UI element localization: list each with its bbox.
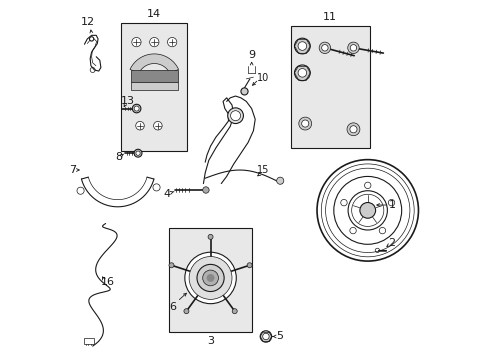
Text: 15: 15 [256,165,268,175]
Circle shape [153,121,162,130]
Circle shape [134,106,139,111]
Text: 12: 12 [81,17,95,27]
Text: 16: 16 [101,277,115,287]
Circle shape [184,252,236,304]
Text: 3: 3 [206,336,214,346]
Circle shape [346,123,359,136]
Circle shape [359,203,375,218]
Circle shape [132,37,141,47]
Circle shape [230,111,240,121]
Circle shape [232,309,237,314]
Bar [290,26,369,148]
Text: 14: 14 [147,9,161,19]
Circle shape [183,309,188,314]
Circle shape [298,42,306,50]
Text: 7: 7 [69,165,76,175]
Text: 10: 10 [257,73,269,83]
Text: 5: 5 [276,332,283,342]
Circle shape [149,37,159,47]
Circle shape [301,120,308,127]
Bar [169,228,251,332]
Circle shape [153,184,160,191]
Circle shape [276,177,283,184]
Text: 1: 1 [388,200,395,210]
Circle shape [349,45,356,51]
Bar [121,23,187,152]
Circle shape [169,263,174,268]
Bar [83,338,94,343]
Polygon shape [130,54,178,73]
Text: 13: 13 [120,96,134,106]
Circle shape [77,187,84,194]
Text: 9: 9 [247,50,255,60]
Text: 4: 4 [163,189,170,199]
Circle shape [203,187,209,193]
Text: 2: 2 [387,238,394,248]
Circle shape [241,88,247,95]
Text: 8: 8 [115,153,122,162]
Circle shape [167,37,177,47]
Circle shape [136,151,140,156]
Circle shape [347,42,358,54]
Text: 11: 11 [323,13,337,22]
Circle shape [262,333,268,340]
Circle shape [246,263,252,268]
Circle shape [134,149,142,157]
Circle shape [132,104,141,113]
Circle shape [207,234,213,239]
Circle shape [319,42,330,54]
Circle shape [349,126,356,133]
Text: 6: 6 [169,302,176,312]
Circle shape [298,68,306,77]
Circle shape [203,270,218,286]
Circle shape [298,117,311,130]
Bar [131,82,177,90]
Bar [131,70,177,82]
Circle shape [260,331,271,342]
Circle shape [136,121,144,130]
Circle shape [206,274,214,282]
Circle shape [321,45,327,51]
Circle shape [189,257,231,300]
Circle shape [227,108,243,123]
Circle shape [89,37,94,41]
Circle shape [197,264,224,292]
Circle shape [294,38,309,54]
Circle shape [294,65,309,81]
